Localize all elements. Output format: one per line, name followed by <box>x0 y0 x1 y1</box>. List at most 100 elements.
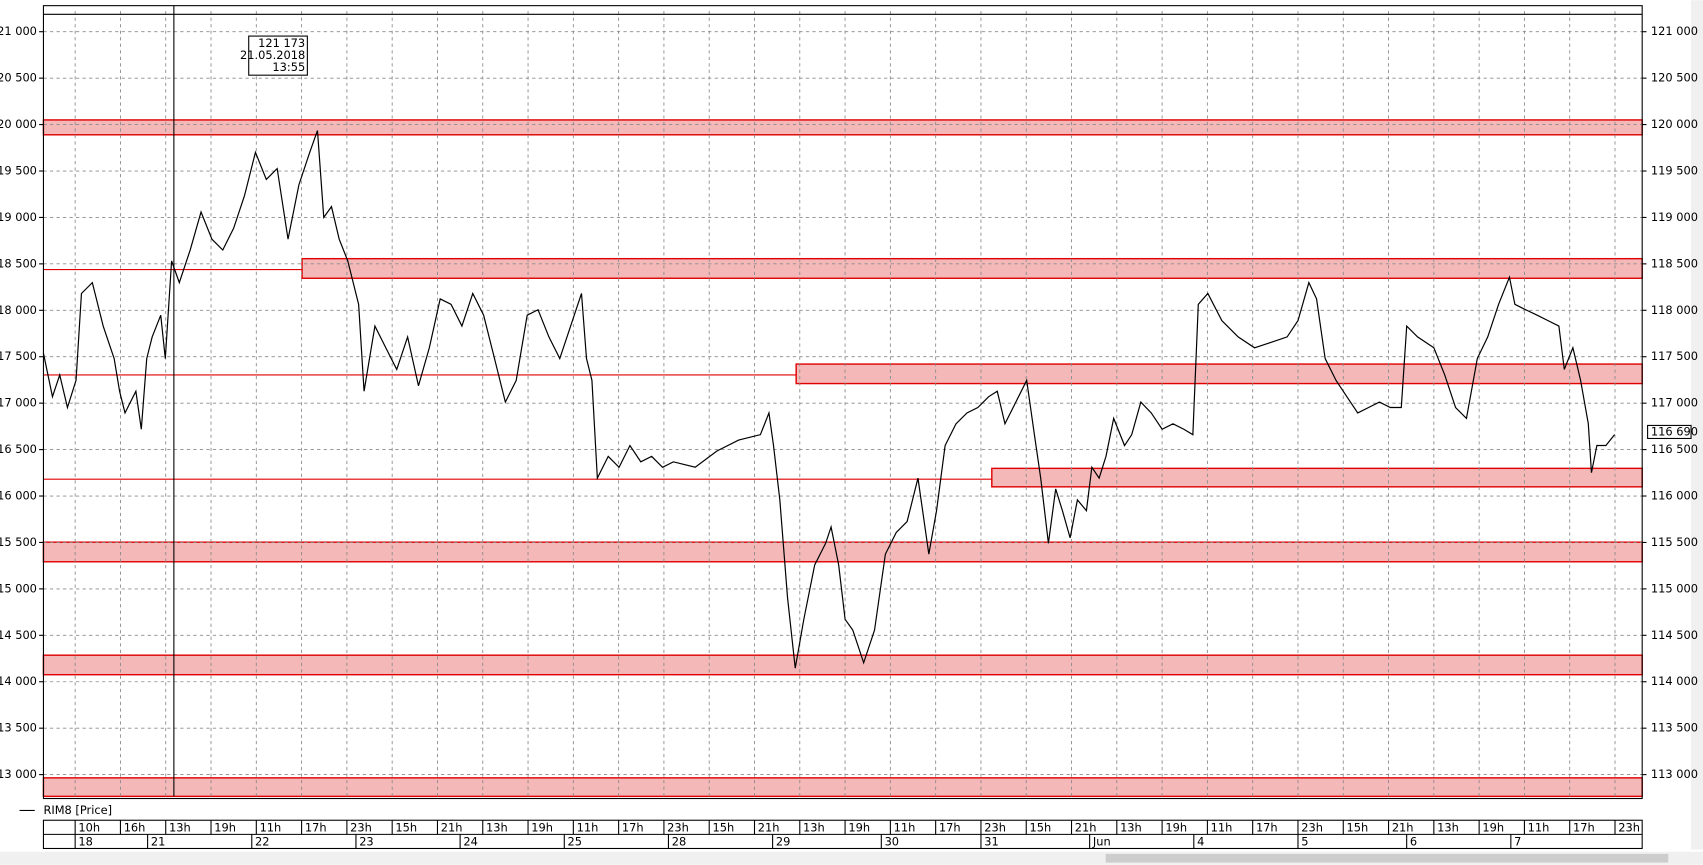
date-label: 29 <box>776 834 791 848</box>
legend-label: RIM8 [Price] <box>43 803 112 817</box>
tooltip-value: 121 173 <box>258 36 305 50</box>
date-label: 4 <box>1197 834 1204 848</box>
y-tick-label: 19 500 <box>0 164 37 178</box>
y-tick-label: 16 000 <box>0 489 37 503</box>
y2-tick-label: 119 000 <box>1651 210 1698 224</box>
x-tick-label: 11h <box>1211 820 1233 834</box>
x-tick-label: 21h <box>1392 820 1414 834</box>
date-label: 24 <box>463 834 478 848</box>
x-tick-label: 21h <box>441 820 463 834</box>
y2-tick-label: 119 500 <box>1651 164 1698 178</box>
last-price-box <box>1647 424 1692 440</box>
y2-tick-label: 116 000 <box>1651 489 1698 503</box>
y-tick-label: 15 000 <box>0 581 37 595</box>
tooltip-box <box>248 35 308 76</box>
x-tick-label: 17h <box>305 820 327 834</box>
y2-tick-label: 113 000 <box>1651 767 1698 781</box>
x-tick-label: 13h <box>169 820 191 834</box>
date-label: 22 <box>255 834 269 848</box>
y2-tick-label: 120 500 <box>1651 71 1698 85</box>
x-tick-label: 19h <box>1165 820 1187 834</box>
x-tick-label: 23h <box>984 820 1006 834</box>
y2-tick-label: 118 000 <box>1651 303 1698 317</box>
x-tick-label: 21h <box>1075 820 1097 834</box>
date-label: Jun <box>1092 834 1111 848</box>
x-tick-label: 15h <box>712 820 734 834</box>
x-tick-label: 13h <box>803 820 825 834</box>
x-tick-label: 17h <box>939 820 961 834</box>
x-tick-label: 15h <box>1029 820 1051 834</box>
support-zone <box>42 541 1643 563</box>
x-tick-label: 15h <box>1347 820 1369 834</box>
date-label: 6 <box>1410 834 1417 848</box>
x-tick-label: 15h <box>395 820 417 834</box>
y-tick-label: 18 000 <box>0 303 37 317</box>
y-tick-label: 15 500 <box>0 535 37 549</box>
y-tick-label: 17 000 <box>0 396 37 410</box>
x-tick-label: 11h <box>577 820 599 834</box>
y2-tick-label: 114 000 <box>1651 674 1698 688</box>
tooltip-time: 13:55 <box>272 60 305 74</box>
date-label: 18 <box>78 834 92 848</box>
y-tick-label: 18 500 <box>0 256 37 270</box>
x-tick-label: 16h <box>124 820 146 834</box>
date-label: 5 <box>1301 834 1308 848</box>
x-tick-label: 13h <box>486 820 508 834</box>
y-tick-label: 13 500 <box>0 721 37 735</box>
tooltip-date: 21.05.2018 <box>240 48 305 62</box>
x-tick-label: 13h <box>1437 820 1459 834</box>
y2-tick-label: 121 000 <box>1651 24 1698 38</box>
x-tick-label: 23h <box>1618 820 1640 834</box>
y2-tick-label: 115 000 <box>1651 581 1698 595</box>
date-label: 30 <box>885 834 900 848</box>
y2-tick-label: 115 500 <box>1651 535 1698 549</box>
x-tick-label: 19h <box>848 820 870 834</box>
x-tick-label: 17h <box>1256 820 1278 834</box>
x-tick-label: 23h <box>1301 820 1323 834</box>
y-tick-label: 17 500 <box>0 349 37 363</box>
x-tick-label: 13h <box>1120 820 1142 834</box>
y-tick-label: 13 000 <box>0 767 37 781</box>
y-tick-label: 16 500 <box>0 442 37 456</box>
y2-tick-label: 120 000 <box>1651 117 1698 131</box>
y2-tick-label: 118 500 <box>1651 256 1698 270</box>
y2-tick-label: 117 500 <box>1651 349 1698 363</box>
last-price-label: 116 690 <box>1651 424 1698 438</box>
date-label: 31 <box>984 834 999 848</box>
x-tick-label: 23h <box>667 820 689 834</box>
x-tick-label: 23h <box>350 820 372 834</box>
date-label: 28 <box>672 834 687 848</box>
vertical-scrollbar[interactable] <box>1691 0 1703 850</box>
y-tick-label: 19 000 <box>0 210 37 224</box>
x-tick-label: 17h <box>1573 820 1595 834</box>
date-label: 23 <box>359 834 374 848</box>
x-tick-label: 11h <box>1528 820 1550 834</box>
x-tick-label: 17h <box>622 820 644 834</box>
x-tick-label: 21h <box>758 820 780 834</box>
y2-tick-label: 113 500 <box>1651 721 1698 735</box>
y-tick-label: 14 500 <box>0 628 37 642</box>
support-zone <box>301 257 1643 279</box>
x-tick-label: 19h <box>214 820 236 834</box>
support-zone <box>42 119 1643 136</box>
plot-frame <box>42 5 1643 800</box>
y-tick-label: 20 000 <box>0 117 37 131</box>
date-label: 21 <box>151 834 166 848</box>
x-tick-label: 11h <box>260 820 282 834</box>
y-tick-label: 14 000 <box>0 674 37 688</box>
x-tick-label: 19h <box>531 820 553 834</box>
support-zone <box>42 654 1643 676</box>
date-label: 7 <box>1514 834 1521 848</box>
y-tick-label: 21 000 <box>0 24 37 38</box>
x-tick-label: 10h <box>78 820 100 834</box>
x-tick-label: 19h <box>1482 820 1504 834</box>
scrollbar-thumb[interactable] <box>1105 853 1669 863</box>
x-tick-label: 11h <box>894 820 916 834</box>
y2-tick-label: 116 500 <box>1651 442 1698 456</box>
y2-tick-label: 117 000 <box>1651 396 1698 410</box>
y-tick-label: 20 500 <box>0 71 37 85</box>
date-label: 25 <box>568 834 583 848</box>
support-zone <box>42 777 1643 798</box>
